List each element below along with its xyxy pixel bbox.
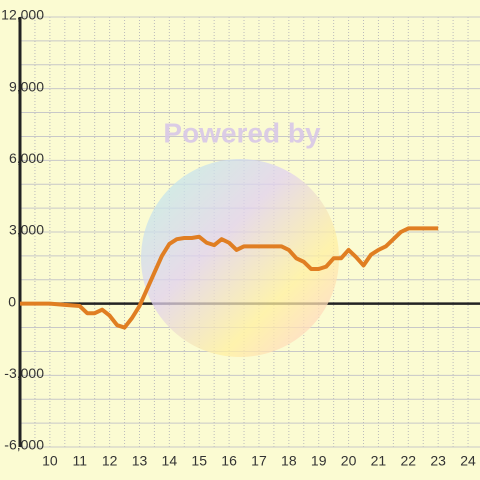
y-tick-label: 9,000 [9, 78, 44, 94]
x-tick-label: 16 [221, 453, 237, 469]
watermark-logo [141, 159, 339, 357]
y-tick-label: 12,000 [1, 7, 44, 23]
plot: -6,000 -3,000 0 3,000 6,000 9,000 12,000 10 11 12… [1, 7, 476, 469]
x-tick-label: 21 [371, 453, 387, 469]
x-tick-label: 13 [132, 453, 148, 469]
y-tick-label: -3,000 [4, 365, 44, 381]
y-tick-label: -6,000 [4, 437, 44, 453]
x-tick-label: 18 [281, 453, 297, 469]
x-tick-label: 20 [341, 453, 357, 469]
y-tick-label: 6,000 [9, 150, 44, 166]
x-tick-label: 17 [251, 453, 267, 469]
x-tick-label: 12 [102, 453, 118, 469]
x-tick-label: 15 [191, 453, 207, 469]
x-tick-label: 24 [460, 453, 476, 469]
x-tick-label: 11 [72, 453, 87, 469]
x-tick-label: 22 [401, 453, 417, 469]
watermark-text: Powered by [163, 117, 321, 148]
data-line [20, 226, 439, 330]
x-tick-label: 23 [430, 453, 446, 469]
y-tick-label: 0 [8, 293, 16, 309]
y-tick-label: 3,000 [9, 222, 44, 238]
x-tick-label: 10 [42, 453, 58, 469]
x-tick-label: 19 [311, 453, 327, 469]
x-tick-label: 14 [162, 453, 178, 469]
